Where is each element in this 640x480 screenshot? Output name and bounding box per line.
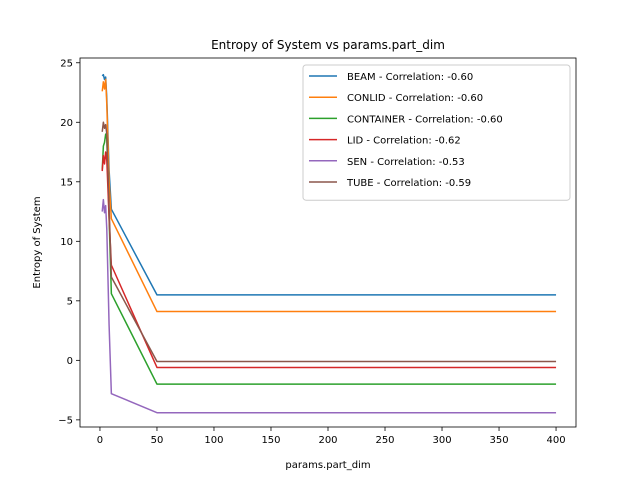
x-tick-label: 200 [318, 435, 337, 446]
chart-title: Entropy of System vs params.part_dim [211, 38, 445, 52]
x-axis-label: params.part_dim [285, 460, 370, 471]
y-tick-label: 20 [60, 118, 73, 129]
y-axis: −5 0 5 10 15 20 25 [58, 58, 80, 426]
x-tick-label: 300 [432, 435, 451, 446]
x-tick-label: 350 [489, 435, 508, 446]
x-axis: 0 50 100 150 200 250 300 350 400 [97, 427, 566, 446]
x-tick-label: 50 [151, 435, 164, 446]
x-tick-label: 250 [375, 435, 394, 446]
y-tick-label: 10 [60, 237, 73, 248]
legend-label-1: CONLID - Correlation: -0.60 [347, 93, 483, 104]
series-line-5 [101, 121, 557, 363]
series-line-4 [101, 198, 557, 414]
series-line-1 [101, 78, 557, 313]
y-axis-label: Entropy of System [32, 196, 43, 288]
legend-label-3: LID - Correlation: -0.62 [347, 136, 461, 147]
y-tick-label: −5 [58, 415, 73, 426]
x-tick-label: 400 [546, 435, 565, 446]
y-tick-label: 25 [60, 58, 73, 69]
y-tick-label: 5 [67, 296, 73, 307]
legend-label-2: CONTAINER - Correlation: -0.60 [347, 114, 503, 125]
plot-lines [101, 73, 557, 414]
y-tick-label: 15 [60, 177, 73, 188]
legend-label-4: SEN - Correlation: -0.53 [347, 157, 465, 168]
legend: BEAM - Correlation: -0.60 CONLID - Correl… [302, 64, 571, 201]
y-tick-label: 0 [67, 356, 73, 367]
x-tick-label: 0 [97, 435, 103, 446]
x-tick-label: 100 [204, 435, 223, 446]
legend-box [302, 64, 571, 201]
legend-label-0: BEAM - Correlation: -0.60 [347, 72, 473, 83]
legend-label-5: TUBE - Correlation: -0.59 [346, 178, 471, 189]
x-tick-label: 150 [261, 435, 280, 446]
